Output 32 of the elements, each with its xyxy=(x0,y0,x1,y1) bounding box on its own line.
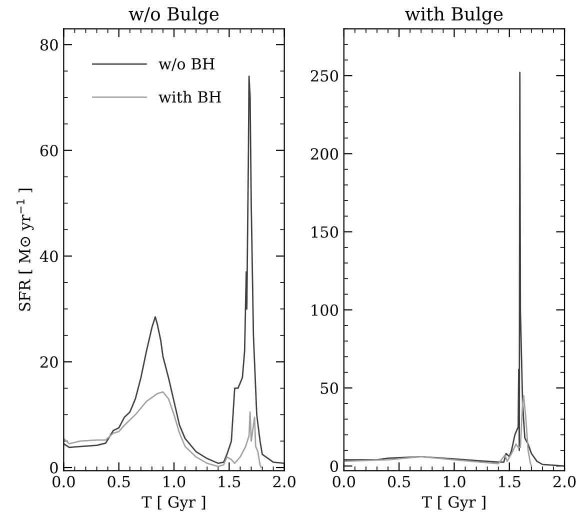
x-tick-label: 1.0 xyxy=(444,476,466,488)
y-tick-label: 250 xyxy=(310,70,338,82)
y-axis-title: SFR [ M⊙ yr$^{−1}$ ] xyxy=(16,188,34,311)
y-tick-label: 60 xyxy=(40,144,58,156)
x-tick-label: 0.5 xyxy=(108,476,130,488)
y-tick-label: 80 xyxy=(40,39,58,51)
line-series xyxy=(344,72,565,467)
x-tick-label: 1.0 xyxy=(164,476,186,488)
y-tick-label: 40 xyxy=(40,250,58,262)
chart-title: with Bulge xyxy=(405,6,503,24)
y-tick-label: 100 xyxy=(312,304,338,316)
y-tick-label: 0 xyxy=(330,460,338,472)
y-tick-label: 50 xyxy=(320,382,338,394)
line-series xyxy=(344,395,532,467)
y-tick-label: 200 xyxy=(310,148,338,160)
legend-label: w/o BH xyxy=(158,58,214,71)
x-tick-label: 1.5 xyxy=(499,476,520,488)
y-tick-label: 150 xyxy=(312,226,338,238)
x-axis-title: T [ Gyr ] xyxy=(422,496,486,511)
line-series xyxy=(64,391,262,468)
y-tick-label: 0 xyxy=(50,462,58,474)
chart-title: w/o Bulge xyxy=(128,6,219,24)
x-tick-label: 1.5 xyxy=(218,476,240,488)
legend-label: with BH xyxy=(158,90,221,103)
x-tick-label: 0.0 xyxy=(52,476,75,488)
line-series xyxy=(64,76,284,464)
x-tick-label: 2.0 xyxy=(553,476,576,488)
x-axis-title: T [ Gyr ] xyxy=(142,496,206,511)
x-tick-label: 0.0 xyxy=(332,476,356,488)
x-tick-label: 2.0 xyxy=(273,476,296,488)
y-tick-label: 20 xyxy=(40,356,58,368)
x-tick-label: 0.5 xyxy=(388,476,410,488)
